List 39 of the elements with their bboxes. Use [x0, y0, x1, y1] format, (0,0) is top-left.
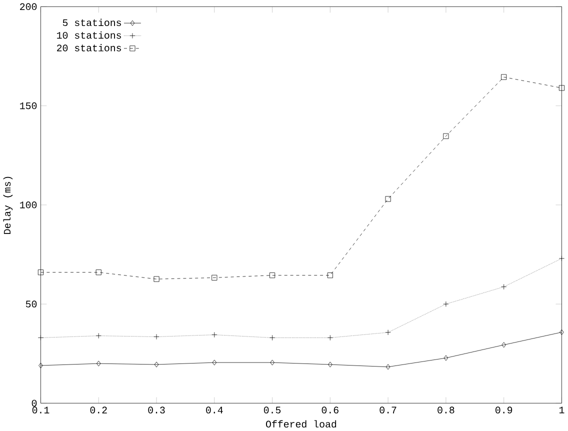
- legend-label: 10 stations: [57, 31, 121, 39]
- x-axis-title: Offered load: [266, 420, 336, 428]
- y-tick-label: 200: [20, 3, 37, 10]
- x-tick-label: 0.4: [206, 406, 223, 414]
- legend-label: 5 stations: [62, 18, 121, 26]
- point: [96, 360, 101, 366]
- point: [558, 85, 564, 91]
- point: [96, 270, 102, 276]
- y-tick-label: 100: [20, 202, 37, 208]
- x-tick-label: 0.3: [148, 406, 165, 414]
- point: [38, 362, 43, 368]
- y-axis-title: Delay (ms): [3, 176, 13, 234]
- point: [443, 133, 449, 139]
- point: [501, 74, 507, 80]
- y-tick-label: 150: [20, 102, 37, 110]
- y-tick-label: 0: [32, 400, 37, 407]
- x-tick-label: 0.2: [90, 406, 107, 414]
- point: [327, 272, 333, 278]
- point: [328, 362, 332, 368]
- x-tick-label: 1: [559, 406, 564, 414]
- x-tick-label: 0.7: [380, 406, 396, 414]
- x-tick-label: 0.9: [496, 406, 512, 414]
- point: [212, 274, 218, 281]
- point: [154, 362, 159, 368]
- point: [212, 360, 217, 366]
- point: [444, 355, 448, 361]
- point: [270, 272, 276, 278]
- x-tick-label: 0.6: [322, 406, 338, 414]
- x-tick-label: 0.8: [438, 406, 454, 414]
- point: [502, 342, 506, 348]
- point: [154, 276, 160, 282]
- y-tick-label: 50: [26, 300, 37, 308]
- legend-label: 20 stations: [57, 44, 121, 52]
- point: [386, 364, 390, 370]
- x-tick-label: 0.5: [264, 406, 281, 414]
- point: [270, 360, 274, 366]
- x-tick-label: 0.1: [32, 406, 50, 414]
- point: [38, 270, 44, 276]
- point: [385, 196, 391, 202]
